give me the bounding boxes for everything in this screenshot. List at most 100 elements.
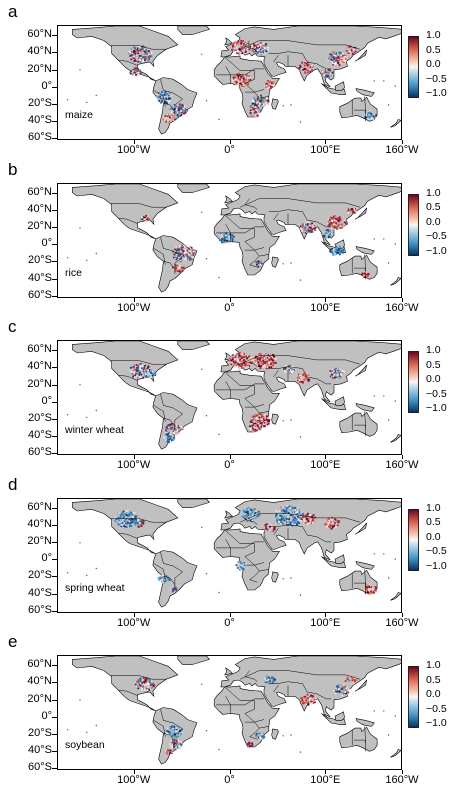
- grid-cell: [308, 521, 311, 524]
- grid-cell: [334, 372, 337, 375]
- grid-cell: [142, 56, 144, 59]
- grid-cell: [326, 228, 329, 231]
- grid-cell: [132, 513, 135, 515]
- grid-cell: [254, 419, 257, 421]
- grid-cell: [260, 736, 262, 739]
- grid-cell: [312, 521, 314, 523]
- grid-cell: [339, 226, 342, 229]
- grid-cell: [279, 515, 282, 518]
- grid-cell: [322, 231, 325, 233]
- lat-tick: [52, 261, 57, 263]
- grid-cell: [331, 219, 334, 222]
- grid-cell: [166, 115, 169, 118]
- grid-cell: [370, 113, 373, 115]
- lon-tick: [229, 455, 231, 459]
- grid-cell: [251, 100, 253, 102]
- grid-cell: [298, 379, 301, 381]
- grid-cell: [372, 588, 374, 590]
- lon-label: 0°: [224, 459, 235, 471]
- lat-label: 40°S: [28, 744, 52, 757]
- grid-cell: [258, 735, 260, 738]
- grid-cell: [337, 373, 340, 376]
- grid-cell: [177, 743, 180, 745]
- grid-cell: [305, 376, 307, 378]
- grid-cell: [270, 358, 273, 361]
- island-dot: [282, 577, 284, 579]
- grid-cell: [299, 225, 302, 227]
- grid-cell: [345, 49, 347, 52]
- grid-cell: [251, 744, 254, 747]
- grid-cell: [351, 51, 354, 54]
- grid-cell: [333, 57, 335, 60]
- grid-cell: [254, 359, 257, 362]
- grid-cell: [341, 53, 344, 55]
- lat-tick: [52, 610, 57, 612]
- grid-cell: [266, 48, 269, 51]
- grid-cell: [339, 685, 342, 688]
- border-line: [259, 726, 269, 729]
- grid-cell: [236, 353, 239, 355]
- grid-cell: [129, 54, 132, 57]
- grid-cell: [259, 422, 262, 424]
- lon-label: 100°W: [117, 459, 151, 471]
- grid-cell: [260, 101, 263, 104]
- grid-cell: [353, 207, 355, 209]
- grid-cell: [240, 360, 243, 363]
- grid-cell: [292, 370, 295, 372]
- grid-cell: [147, 369, 149, 372]
- grid-cell: [336, 372, 338, 375]
- grid-cell: [170, 735, 173, 738]
- grid-cell: [137, 52, 139, 55]
- grid-cell: [184, 246, 186, 248]
- grid-cell: [260, 97, 263, 100]
- border-line: [244, 40, 258, 52]
- grid-cell: [232, 76, 235, 79]
- lon-label: 100°E: [310, 301, 341, 314]
- grid-cell: [265, 527, 267, 530]
- grid-cell: [255, 109, 258, 112]
- grid-cell: [134, 58, 137, 61]
- grid-cell: [300, 67, 303, 70]
- grid-cell: [235, 355, 238, 358]
- grid-cell: [123, 520, 126, 522]
- grid-cell: [300, 519, 302, 522]
- grid-cell: [167, 424, 170, 426]
- lat-tick: [52, 593, 57, 595]
- grid-cell: [269, 525, 271, 528]
- grid-cell: [279, 512, 282, 515]
- grid-cell: [177, 109, 180, 112]
- grid-cell: [287, 511, 290, 514]
- grid-cell: [241, 356, 243, 359]
- grid-cell: [301, 512, 304, 514]
- grid-cell: [295, 508, 298, 511]
- grid-cell: [325, 518, 328, 520]
- grid-cell: [288, 518, 291, 521]
- grid-cell: [177, 112, 180, 115]
- grid-cell: [245, 46, 247, 49]
- lat-tick: [52, 86, 57, 88]
- grid-cell: [129, 523, 131, 526]
- grid-cell: [152, 685, 155, 687]
- border-line: [364, 411, 366, 428]
- grid-cell: [246, 361, 249, 364]
- grid-cell: [335, 61, 337, 64]
- grid-cell: [136, 376, 139, 379]
- lat-label: 60°S: [28, 288, 52, 301]
- grid-cell: [309, 702, 312, 705]
- grid-cell: [165, 751, 168, 754]
- grid-cell: [264, 361, 267, 364]
- lat-tick: [52, 524, 57, 526]
- grid-cell: [268, 422, 270, 425]
- grid-cell: [243, 507, 246, 510]
- grid-cell: [261, 103, 264, 106]
- grid-cell: [245, 510, 247, 513]
- grid-cell: [347, 49, 349, 51]
- grid-cell: [160, 97, 162, 100]
- border-line: [160, 551, 184, 589]
- grid-cell: [254, 514, 257, 517]
- grid-cell: [135, 518, 137, 521]
- grid-cell: [238, 72, 240, 75]
- lon-label: 0°: [224, 301, 235, 314]
- grid-cell: [305, 701, 307, 704]
- grid-cell: [177, 425, 180, 427]
